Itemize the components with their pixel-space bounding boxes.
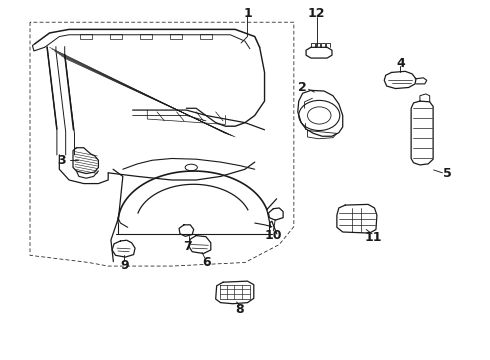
Bar [80,35,92,39]
Text: 12: 12 [307,7,324,20]
Text: 11: 11 [365,231,382,244]
Text: 1: 1 [243,7,252,20]
Text: 9: 9 [120,259,129,272]
Text: 6: 6 [202,256,211,269]
Bar [200,35,212,39]
Text: 3: 3 [57,154,66,167]
Text: 8: 8 [235,303,244,316]
Text: 7: 7 [183,240,192,253]
Text: 2: 2 [298,81,307,94]
Text: 10: 10 [265,229,282,242]
Bar [110,35,122,39]
Bar [140,35,152,39]
Text: 5: 5 [443,167,452,180]
Text: 4: 4 [396,57,405,70]
Bar [170,35,182,39]
